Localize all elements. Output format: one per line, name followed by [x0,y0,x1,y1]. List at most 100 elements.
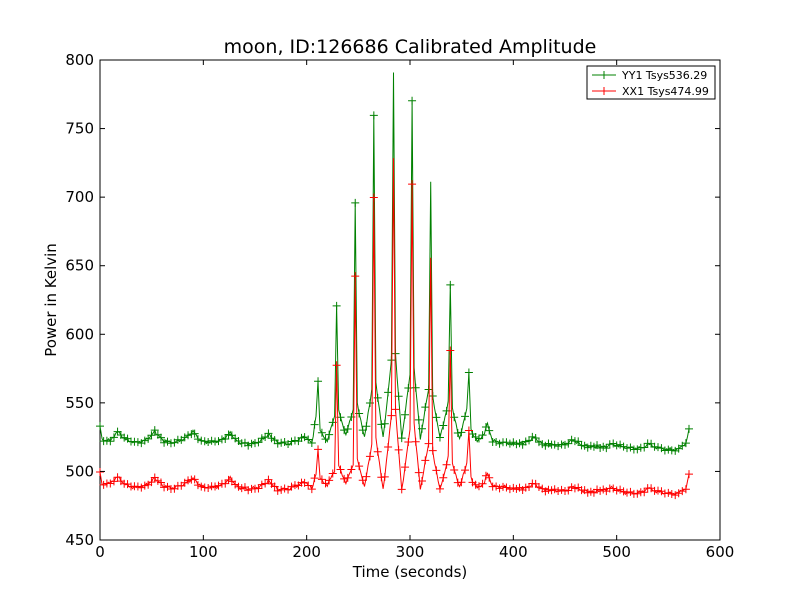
data-point-marker [336,465,345,474]
data-point-marker [623,488,631,497]
data-point-marker [163,437,172,446]
data-point-marker [340,474,349,483]
y-tick-label: 450 [65,531,94,549]
data-point-marker [197,482,206,491]
data-point-marker [280,484,289,493]
data-point-marker [96,422,104,431]
data-point-marker [616,440,625,449]
y-tick-label: 800 [65,51,94,69]
series-layer [96,72,693,500]
data-point-marker [321,435,330,444]
y-axis-label: Power in Kelvin [42,243,60,357]
legend-label: YY1 Tsys536.29 [621,69,707,82]
data-point-marker [160,438,169,447]
data-point-marker [478,431,487,440]
data-point-marker [411,383,420,392]
data-point-marker [439,473,448,482]
data-point-marker [113,427,122,436]
data-point-marker [394,445,403,454]
data-point-marker [310,474,319,483]
data-point-marker [347,465,356,474]
data-point-marker [150,426,159,435]
data-point-marker [270,482,279,491]
data-point-marker [534,483,543,492]
data-point-marker [612,486,621,495]
data-point-marker [140,481,149,490]
data-point-marker [314,445,323,454]
data-point-marker [485,426,494,435]
data-point-marker [184,476,193,485]
data-point-marker [109,433,118,442]
data-point-marker [351,198,360,207]
data-point-marker [380,419,389,428]
data-point-marker [362,472,371,481]
data-point-marker [435,433,444,442]
data-point-marker [314,377,323,386]
data-point-marker [193,435,202,444]
data-point-marker [332,361,341,370]
data-point-marker [227,477,236,486]
data-point-marker [221,434,230,443]
data-point-marker [247,439,256,448]
x-tick-label: 600 [706,543,735,561]
data-point-marker [317,475,326,484]
data-point-marker [439,421,448,430]
data-point-marker [534,438,543,447]
data-point-marker [612,441,621,450]
data-point-marker [619,442,628,451]
data-point-marker [207,436,216,445]
data-point-marker [521,437,530,446]
data-point-marker [273,439,282,448]
data-point-marker [137,483,146,492]
data-point-marker [640,443,649,452]
data-point-marker [408,180,417,189]
data-point-marker [685,424,693,433]
data-point-marker [408,96,417,105]
data-point-marker [626,487,635,496]
data-point-marker [251,439,259,448]
data-point-marker [373,447,382,456]
x-tick-label: 200 [292,543,321,561]
legend: YY1 Tsys536.29 XX1 Tsys474.99 [586,65,716,100]
data-point-marker [254,438,263,447]
data-point-marker [277,485,286,494]
data-point-marker [619,487,628,496]
data-point-marker [317,428,326,437]
data-point-marker [332,301,341,310]
y-axis: 450 500 550 600 650 700 750 800 [65,51,720,549]
data-point-marker [633,489,642,498]
data-point-marker [457,478,466,487]
data-point-marker [273,486,282,495]
data-point-marker [351,272,360,281]
data-point-marker [211,482,220,491]
x-tick-label: 0 [95,543,105,561]
data-point-marker [492,437,501,446]
data-point-marker [664,445,673,454]
data-point-marker [674,489,683,498]
data-point-marker [264,429,273,438]
data-point-marker [391,405,400,414]
data-point-marker [358,476,367,485]
data-point-marker [446,280,455,289]
data-point-marker [432,466,441,475]
data-point-marker [554,486,563,495]
data-point-marker [99,480,108,489]
data-point-marker [254,484,263,493]
data-point-marker [147,478,156,487]
data-point-marker [417,424,426,433]
plot-area [96,59,721,541]
data-point-marker [377,420,386,429]
data-point-marker [481,471,490,480]
data-point-marker [109,477,118,486]
data-point-marker [561,440,569,449]
data-point-marker [106,437,115,446]
data-point-marker [280,437,289,446]
data-point-marker [428,446,437,455]
data-point-marker [557,485,566,494]
data-point-marker [623,444,631,453]
data-point-marker [401,410,410,419]
data-point-marker [193,481,202,490]
data-point-marker [133,438,142,447]
x-axis: 0 100 200 300 400 500 600 [95,60,734,561]
